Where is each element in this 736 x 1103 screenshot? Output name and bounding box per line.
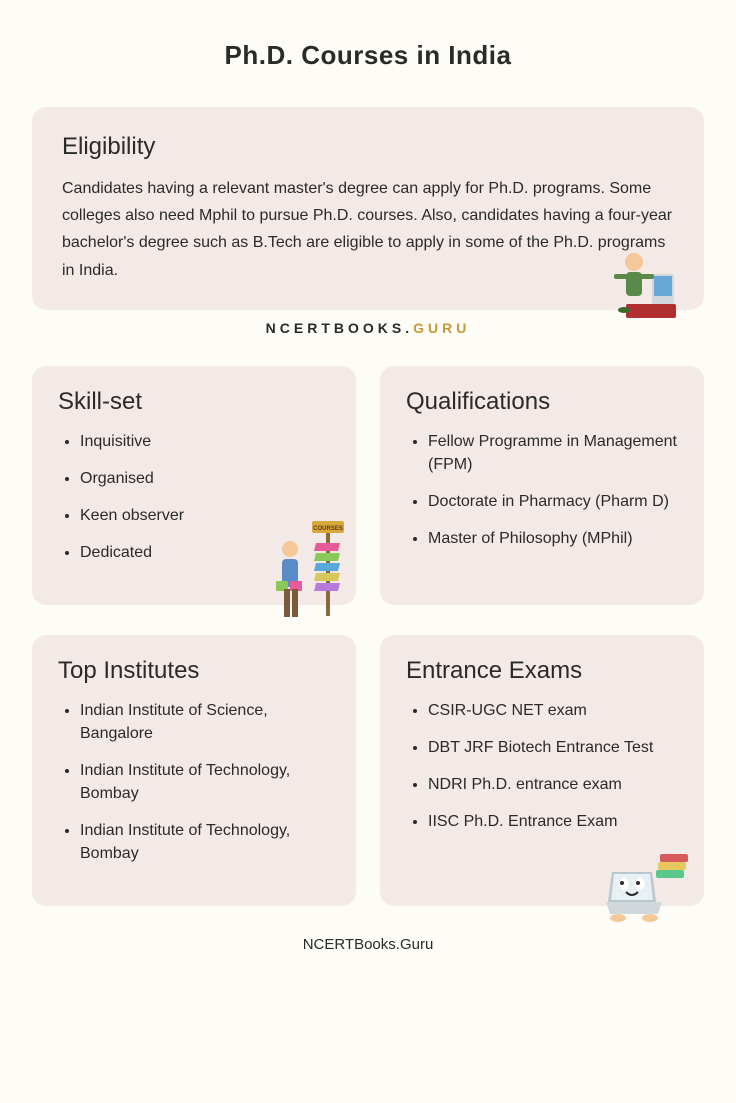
exams-list: CSIR-UGC NET exam DBT JRF Biotech Entran… — [406, 699, 678, 834]
qualifications-list: Fellow Programme in Management (FPM) Doc… — [406, 430, 678, 551]
eligibility-body: Candidates having a relevant master's de… — [62, 175, 674, 284]
list-item: NDRI Ph.D. entrance exam — [428, 773, 678, 796]
eligibility-card: Eligibility Candidates having a relevant… — [32, 107, 704, 310]
list-item: CSIR-UGC NET exam — [428, 699, 678, 722]
list-item: Organised — [80, 467, 330, 490]
page-title: Ph.D. Courses in India — [32, 40, 704, 71]
list-item: Indian Institute of Technology, Bombay — [80, 759, 330, 805]
institutes-card: Top Institutes Indian Institute of Scien… — [32, 635, 356, 906]
skillset-card: Skill-set Inquisitive Organised Keen obs… — [32, 366, 356, 605]
skillset-title: Skill-set — [58, 388, 330, 416]
list-item: Fellow Programme in Management (FPM) — [428, 430, 678, 476]
brand-right: GURU — [413, 320, 470, 336]
person-computer-icon — [596, 244, 684, 324]
list-item: Indian Institute of Science, Bangalore — [80, 699, 330, 745]
list-item: IISC Ph.D. Entrance Exam — [428, 810, 678, 833]
list-item: DBT JRF Biotech Entrance Test — [428, 736, 678, 759]
list-item: Doctorate in Pharmacy (Pharm D) — [428, 490, 678, 513]
brand-left: NCERTBOOKS. — [266, 320, 413, 336]
footer-brand: NCERTBooks.Guru — [32, 936, 704, 953]
svg-text:COURSES: COURSES — [313, 526, 343, 532]
laptop-books-icon — [600, 848, 696, 924]
eligibility-title: Eligibility — [62, 133, 674, 161]
exams-title: Entrance Exams — [406, 657, 678, 685]
list-item: Master of Philosophy (MPhil) — [428, 527, 678, 550]
institutes-list: Indian Institute of Science, Bangalore I… — [58, 699, 330, 866]
exams-card: Entrance Exams CSIR-UGC NET exam DBT JRF… — [380, 635, 704, 906]
qualifications-card: Qualifications Fellow Programme in Manag… — [380, 366, 704, 605]
person-courses-sign-icon: COURSES — [262, 511, 362, 623]
institutes-title: Top Institutes — [58, 657, 330, 685]
list-item: Inquisitive — [80, 430, 330, 453]
list-item: Indian Institute of Technology, Bombay — [80, 819, 330, 865]
qualifications-title: Qualifications — [406, 388, 678, 416]
